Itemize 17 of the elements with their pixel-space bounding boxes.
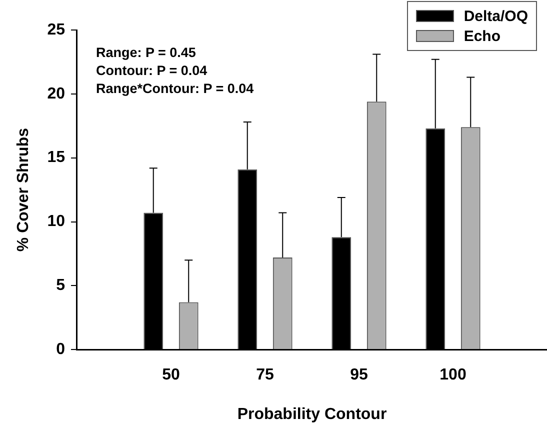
y-tick-label: 25	[47, 21, 66, 38]
legend-label: Echo	[464, 28, 500, 44]
y-axis-title: % Cover Shrubs	[15, 128, 32, 252]
x-tick-label: 50	[162, 366, 180, 384]
legend-label: Delta/OQ	[464, 8, 528, 24]
y-tick-label: 20	[47, 85, 66, 102]
x-axis-title: Probability Contour	[237, 406, 387, 423]
annotation: Contour: P = 0.04	[96, 62, 208, 80]
x-tick-label: 75	[256, 366, 274, 384]
x-tick-label: 100	[440, 366, 466, 384]
annotation: Range*Contour: P = 0.04	[96, 80, 254, 98]
y-tick-label: 10	[47, 213, 66, 230]
y-tick-label: 5	[56, 277, 66, 294]
y-tick-label: 0	[56, 341, 66, 358]
y-tick-label: 15	[47, 149, 66, 166]
annotation: Range: P = 0.45	[96, 44, 197, 62]
x-tick-label: 95	[350, 366, 368, 384]
